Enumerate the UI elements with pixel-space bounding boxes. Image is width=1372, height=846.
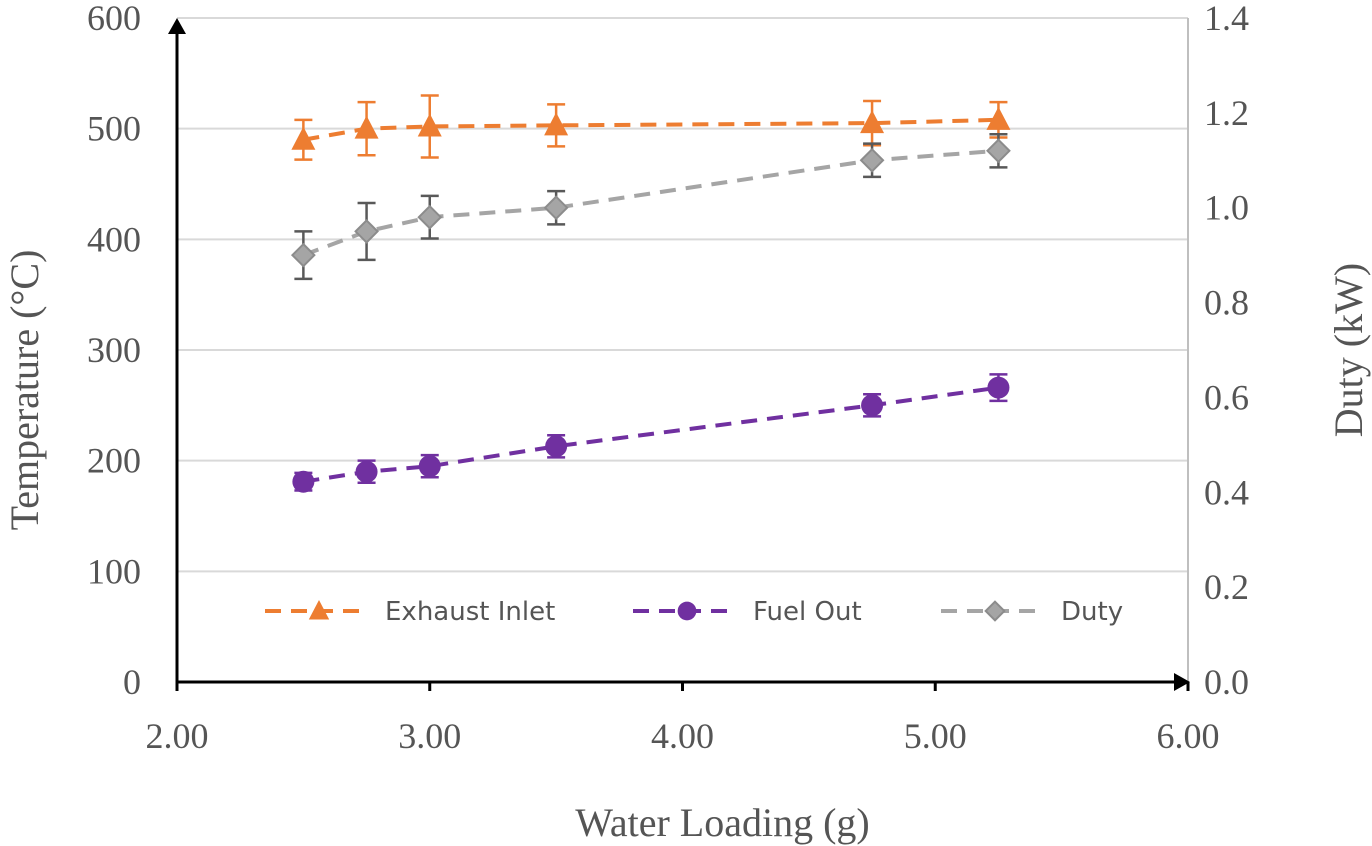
axes: [168, 18, 1190, 691]
y-axis-title: Temperature (°C): [2, 250, 47, 531]
data-point: [418, 455, 441, 478]
y2-tick-label-4: 0.8: [1204, 283, 1249, 323]
y2-tick-label-6: 1.2: [1204, 93, 1249, 133]
x-axis-arrow: [1174, 673, 1190, 691]
data-point: [860, 110, 885, 134]
y2-tick-label-5: 1.0: [1204, 188, 1249, 228]
data-point: [355, 460, 378, 483]
x-tick-label-3: 5.00: [904, 716, 967, 756]
y2-tick-label-0: 0.0: [1204, 662, 1249, 702]
gridlines: [177, 17, 1188, 573]
y-tick-label-0: 0: [123, 662, 141, 702]
legend-marker: [308, 599, 330, 620]
legend-label: Exhaust Inlet: [385, 597, 555, 627]
data-point: [986, 138, 1011, 164]
y2-tick-label-1: 0.2: [1204, 567, 1249, 607]
data-point: [290, 242, 316, 268]
data-point: [292, 470, 315, 493]
left-axis-arrow: [168, 18, 186, 34]
series-duty: [290, 132, 1011, 281]
series-exhaust-inlet: [291, 94, 1011, 161]
y2-axis-title: Duty (kW): [1326, 263, 1371, 437]
x-tick-label-0: 2.00: [146, 716, 209, 756]
series-fuel-out: [292, 373, 1010, 493]
data-point: [417, 113, 442, 137]
legend-entry-duty: Duty: [941, 597, 1123, 627]
data-point: [986, 106, 1011, 130]
legend-entry-fuel-out: Fuel Out: [633, 597, 862, 627]
data-point: [987, 376, 1010, 399]
x-tick-label-1: 3.00: [398, 716, 461, 756]
y2-tick-label-2: 0.4: [1204, 472, 1249, 512]
y-tick-label-2: 200: [87, 441, 141, 481]
y-tick-label-3: 300: [87, 330, 141, 370]
data-point: [417, 204, 443, 230]
legend-marker: [677, 601, 697, 621]
data-point: [354, 115, 379, 139]
x-tick-label-4: 6.00: [1157, 716, 1220, 756]
y2-tick-label-7: 1.4: [1204, 0, 1249, 38]
legend-entry-exhaust-inlet: Exhaust Inlet: [265, 597, 555, 627]
y-tick-label-4: 400: [87, 219, 141, 259]
y-tick-label-6: 600: [87, 0, 141, 38]
x-tick-label-2: 4.00: [651, 716, 714, 756]
tick-labels: 2.00 3.00 4.00 5.00 6.00 0 100 200 300 400 500 600 0…: [87, 0, 1249, 756]
data-point: [543, 195, 569, 221]
data-point: [354, 219, 379, 244]
data-point: [859, 147, 885, 173]
data-point: [545, 435, 568, 458]
x-axis-title: Water Loading (g): [575, 800, 869, 845]
legend-marker: [984, 600, 1006, 622]
data-point: [291, 126, 316, 150]
legend: Exhaust Inlet Fuel Out Duty: [265, 597, 1123, 627]
y-tick-label-1: 100: [87, 551, 141, 591]
data-series: [290, 94, 1011, 493]
y2-tick-label-3: 0.6: [1204, 377, 1249, 417]
series-line: [303, 385, 999, 484]
series-line: [303, 117, 999, 142]
data-point: [861, 394, 884, 417]
y-tick-label-5: 500: [87, 109, 141, 149]
legend-label: Fuel Out: [753, 597, 862, 627]
legend-label: Duty: [1061, 597, 1123, 627]
data-point: [544, 112, 569, 136]
series-line: [302, 148, 999, 258]
